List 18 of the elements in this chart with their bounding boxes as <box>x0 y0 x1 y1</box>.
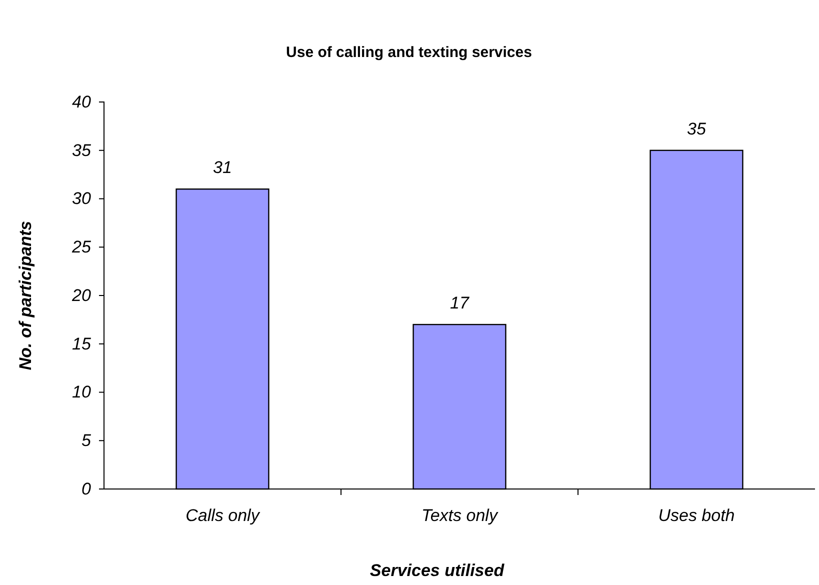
y-tick-label: 10 <box>72 382 92 402</box>
y-tick-label: 15 <box>72 334 92 354</box>
y-tick-label: 20 <box>70 286 92 305</box>
x-axis-title: Services utilised <box>370 561 505 580</box>
y-tick-label: 5 <box>81 431 92 450</box>
y-tick-label: 35 <box>72 140 92 160</box>
data-label: 31 <box>213 158 232 178</box>
y-axis-title: No. of participants <box>16 220 35 370</box>
data-label: 17 <box>450 294 470 313</box>
chart-title: Use of calling and texting services <box>286 44 532 61</box>
y-tick-label: 30 <box>72 189 92 208</box>
y-tick-label: 40 <box>72 92 92 112</box>
x-tick-label: Calls only <box>186 506 261 525</box>
y-tick-label: 0 <box>81 479 92 498</box>
x-tick-label: Texts only <box>422 506 499 525</box>
data-label: 35 <box>687 119 706 138</box>
x-tick-label: Uses both <box>658 506 735 525</box>
y-tick-label: 25 <box>70 238 92 257</box>
